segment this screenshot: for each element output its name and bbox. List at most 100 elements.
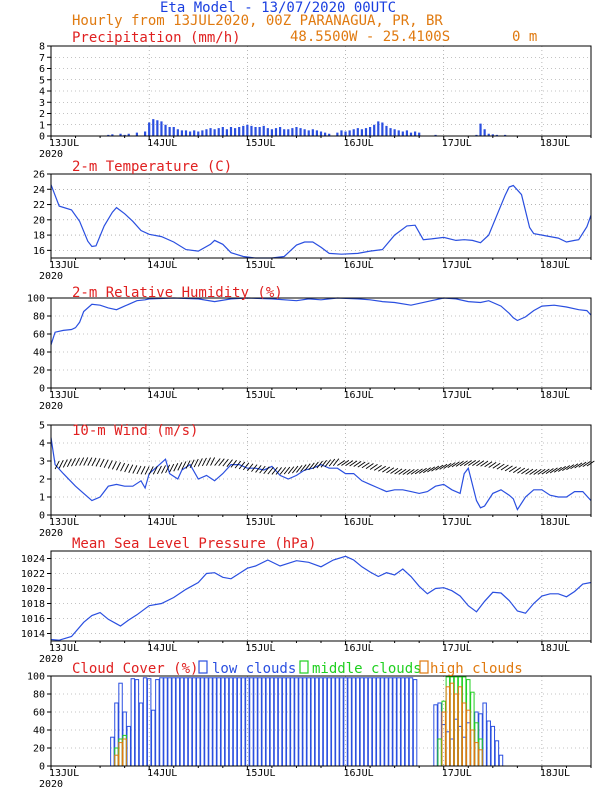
- wind-barb: [140, 466, 146, 475]
- wind-barb: [345, 460, 354, 467]
- legend-middle-clouds-swatch: [299, 660, 309, 674]
- low-clouds-bar: [159, 677, 164, 767]
- wind-barb: [201, 457, 207, 467]
- precip-bar: [274, 128, 278, 136]
- wind-barb: [58, 460, 64, 469]
- wind-barb: [144, 466, 150, 475]
- wind-barb: [263, 466, 270, 475]
- wind-barb: [165, 464, 171, 474]
- wind-panel: 0 1 2 3 4 5 13JUL 14JUL 15JUL 16JUL 17JUL 18JUL 2020: [39, 421, 595, 539]
- wind-barb: [488, 462, 497, 468]
- low-clouds-bar: [187, 677, 193, 767]
- precip-bar: [160, 121, 163, 136]
- legend-low-clouds-swatch: [198, 660, 208, 674]
- low-clouds-bar: [236, 677, 242, 767]
- wind-barb: [271, 467, 278, 475]
- precip-bar: [319, 131, 323, 136]
- low-clouds-bar: [290, 677, 295, 767]
- cloud-cover-ytick-label: 100: [27, 672, 45, 683]
- precip-bar: [364, 128, 368, 136]
- precip-bar: [348, 130, 351, 136]
- wind-barb: [578, 461, 587, 468]
- wind-barb: [402, 469, 411, 475]
- wind-barb: [529, 468, 538, 475]
- precip-bar: [262, 125, 265, 136]
- low-clouds-bar: [110, 736, 115, 767]
- wind-barb: [447, 462, 456, 469]
- pressure-xtick-label: 13JUL: [49, 643, 79, 654]
- wind-barb: [525, 468, 534, 475]
- wind-barb: [132, 465, 138, 474]
- pressure-frame: [50, 550, 592, 642]
- low-clouds-bar: [220, 677, 226, 767]
- humidity-line: [50, 297, 592, 345]
- low-clouds-bar: [298, 677, 303, 767]
- temperature-line: [50, 184, 592, 259]
- precipitation-title: Precipitation (mm/h): [72, 30, 241, 46]
- wind-barb: [553, 466, 562, 473]
- cloud-cover-ytick-label: 40: [33, 726, 45, 737]
- cloud-cover-panel: 0 20 40 60 80 100 13JUL 14JUL 15JUL 16JUL 17JUL 18J…: [27, 672, 592, 790]
- wind-barb: [259, 465, 266, 474]
- precip-bar: [213, 129, 216, 136]
- low-clouds-bar: [339, 677, 344, 767]
- wind-barb: [435, 464, 444, 471]
- low-clouds-bar: [482, 702, 487, 767]
- wind-barb: [247, 463, 254, 472]
- precip-bar: [291, 128, 294, 136]
- precip-bar: [176, 129, 179, 136]
- low-clouds-bar: [453, 718, 459, 767]
- low-clouds-bar: [155, 679, 160, 767]
- wind-barb: [120, 462, 126, 472]
- temperature-ytick-label: 20: [33, 215, 45, 226]
- wind-barb: [300, 464, 307, 472]
- precip-bar: [270, 129, 274, 136]
- wind-barb: [431, 465, 440, 472]
- precip-bar: [503, 134, 507, 136]
- wind-barb: [267, 466, 274, 475]
- humidity-ytick-label: 80: [33, 312, 45, 323]
- precip-bar: [135, 132, 139, 136]
- humidity-ytick-label: 100: [27, 294, 45, 305]
- precip-bar: [242, 125, 245, 136]
- wind-barb: [496, 463, 505, 470]
- high-clouds-bar: [445, 686, 451, 767]
- high-clouds-bar: [122, 738, 127, 767]
- low-clouds-bar: [249, 677, 254, 767]
- wind-barb: [414, 468, 423, 475]
- precip-bar: [180, 130, 184, 136]
- pressure-title: Mean Sea Level Pressure (hPa): [72, 536, 316, 552]
- wind-barb: [398, 468, 407, 475]
- header-title: Eta Model - 13/07/2020 00UTC: [160, 0, 396, 16]
- wind-barb: [210, 457, 216, 466]
- wind-barb: [83, 457, 89, 466]
- pressure-ytick-label: 1014: [21, 629, 45, 640]
- middle-clouds-bar: [453, 676, 459, 767]
- wind-ytick-label: 1: [39, 493, 45, 504]
- precip-bar: [123, 134, 126, 136]
- wind-barb: [152, 466, 158, 475]
- middle-clouds-bar: [457, 676, 463, 767]
- high-clouds-bar: [114, 754, 119, 767]
- wind-barb: [197, 458, 203, 467]
- wind-barb: [484, 461, 493, 468]
- low-clouds-bar: [130, 678, 136, 767]
- header-coords: 48.5500W - 25.4100S: [290, 29, 450, 45]
- precip-bar: [373, 124, 376, 136]
- low-clouds-bar: [412, 679, 418, 767]
- low-clouds-bar: [196, 677, 201, 767]
- temperature-frame: [50, 173, 592, 259]
- legend-high-clouds-label: high clouds: [430, 661, 523, 677]
- wind-barb: [91, 457, 97, 467]
- precip-bar: [287, 129, 290, 136]
- wind-barb: [79, 457, 85, 466]
- precip-bar: [152, 119, 155, 136]
- wind-barb: [361, 462, 370, 469]
- precip-bar: [143, 131, 147, 136]
- precip-bar: [197, 131, 200, 136]
- low-clouds-bar: [335, 677, 340, 767]
- precipitation-xtick-label: 15JUL: [245, 138, 275, 149]
- wind-barb: [222, 458, 229, 467]
- low-clouds-bar: [228, 677, 234, 767]
- low-clouds-bar: [367, 677, 373, 767]
